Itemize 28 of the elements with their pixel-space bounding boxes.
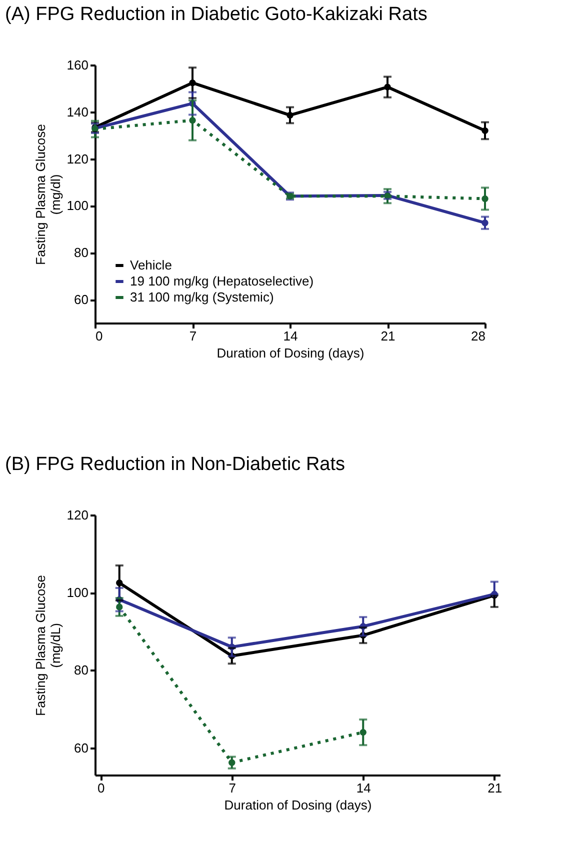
x-tick-label: 21 [488, 780, 502, 796]
y-axis-title: Fasting Plasma Glucose (mg/dl) [32, 124, 63, 265]
x-tick-label: 21 [380, 328, 396, 344]
legend-label: 31 100 mg/kg (Systemic) [130, 290, 274, 304]
y-tick-label: 120 [66, 151, 88, 166]
y-tick-label: 100 [66, 585, 88, 600]
y-tick-label: 140 [66, 104, 88, 120]
x-axis-title: Duration of Dosing (days) [216, 346, 364, 360]
y-tick-label: 60 [74, 740, 88, 756]
y-tick-label: 160 [66, 58, 88, 72]
y-tick-label: 80 [74, 245, 88, 260]
x-tick-label: 0 [98, 780, 105, 796]
y-tick-label: 60 [74, 292, 88, 308]
x-tick-label: 14 [356, 780, 371, 796]
y-tick-label: 80 [74, 662, 88, 678]
chart-title: (B) FPG Reduction in Non-Diabetic Rats [5, 454, 346, 475]
x-tick-label: 7 [228, 780, 236, 796]
legend-label: 19 100 mg/kg (Hepatoselective) [130, 274, 314, 288]
y-tick-label: 120 [66, 508, 88, 522]
x-tick-label: 7 [189, 328, 197, 344]
x-tick-label: 14 [283, 328, 298, 344]
legend-label: Vehicle [130, 258, 172, 272]
chart-title: (A) FPG Reduction in Diabetic Goto-Kakizaki Rats [5, 4, 428, 25]
x-tick-label: 28 [471, 328, 486, 344]
y-axis-title: Fasting Plasma Glucose (mg/dL) [32, 575, 63, 716]
x-tick-label: 0 [96, 328, 103, 344]
x-axis-title: Duration of Dosing (days) [224, 798, 372, 812]
y-tick-label: 100 [66, 198, 88, 214]
